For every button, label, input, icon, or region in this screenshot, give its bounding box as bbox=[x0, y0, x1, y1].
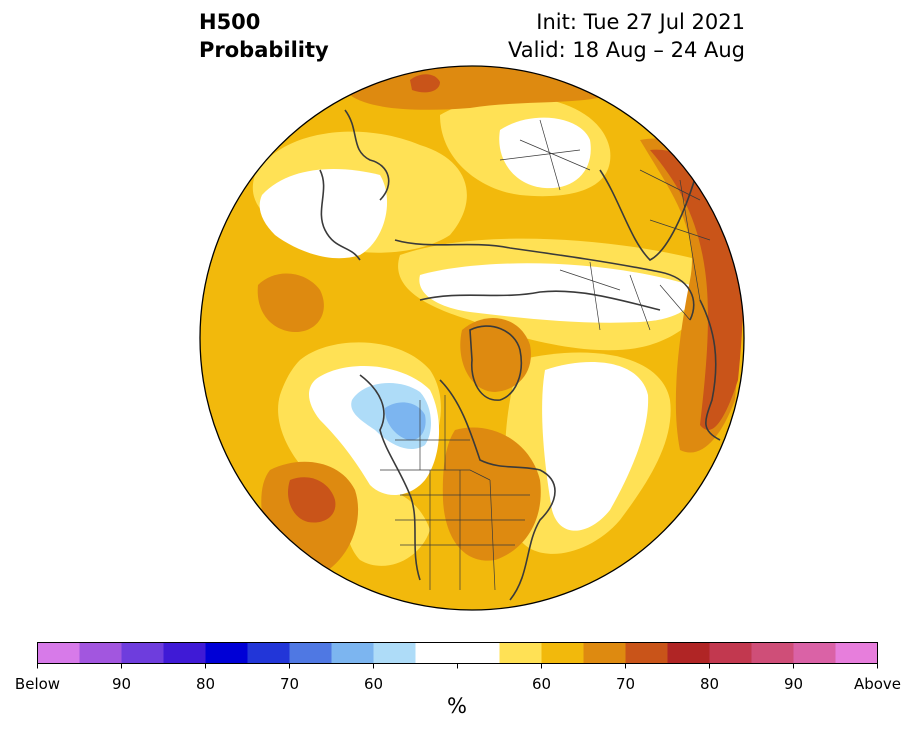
white-region-bering bbox=[259, 169, 388, 259]
colorbar-cell bbox=[457, 642, 500, 664]
border-asia bbox=[499, 119, 591, 191]
coastline-africa-north bbox=[699, 299, 721, 441]
probability-field bbox=[200, 66, 744, 610]
colorbar bbox=[37, 642, 878, 669]
colorbar-cell bbox=[37, 642, 80, 664]
coastline-europe bbox=[599, 159, 701, 261]
colorbar-cell bbox=[499, 642, 542, 664]
coastline-kamchatka bbox=[319, 169, 361, 261]
political-borders bbox=[380, 119, 711, 591]
colorbar-cell bbox=[331, 642, 374, 664]
colorbar-cell bbox=[415, 642, 458, 664]
colorbar-cell bbox=[373, 642, 416, 664]
dark-orange-region-pacific bbox=[288, 477, 336, 523]
colorbar-tick-label: 90 bbox=[783, 675, 804, 693]
valid-range: Valid: 18 Aug – 24 Aug bbox=[507, 38, 745, 62]
colorbar-cell bbox=[793, 642, 836, 664]
colorbar-cell bbox=[79, 642, 122, 664]
colorbar-tick-label: 90 bbox=[111, 675, 132, 693]
colorbar-tick-label: Below bbox=[14, 675, 61, 693]
init-date: Init: Tue 27 Jul 2021 bbox=[536, 10, 745, 34]
colorbar-cell bbox=[247, 642, 290, 664]
colorbar-cell bbox=[835, 642, 878, 664]
colorbar-cell bbox=[583, 642, 626, 664]
colorbar-cell bbox=[667, 642, 710, 664]
border-canada-provinces bbox=[395, 395, 470, 470]
coastline-arctic-islands bbox=[419, 290, 661, 311]
colorbar-cell bbox=[289, 642, 332, 664]
coastline-east-asia bbox=[344, 109, 390, 201]
colorbar-cell bbox=[163, 642, 206, 664]
colorbar-cell bbox=[541, 642, 584, 664]
orange-region-eastern-us bbox=[442, 427, 541, 561]
title-right: Init: Tue 27 Jul 2021 Valid: 18 Aug – 24… bbox=[508, 8, 745, 64]
coastline-siberia bbox=[394, 239, 695, 321]
orange-region-west bbox=[257, 273, 324, 333]
polar-map bbox=[199, 65, 745, 611]
dark-orange-region-top bbox=[410, 74, 440, 93]
coastline-hudson-east bbox=[439, 379, 556, 601]
title-variable: H500 bbox=[199, 10, 261, 34]
colorbar-cells bbox=[37, 642, 878, 664]
colorbar-tick-label: Above bbox=[853, 675, 902, 693]
blue-region-mid bbox=[384, 402, 426, 441]
colorbar-tick-label: 60 bbox=[363, 675, 384, 693]
white-region-arctic bbox=[499, 117, 591, 189]
coastline-alaska-westcoast bbox=[359, 374, 421, 581]
coastline-greenland bbox=[469, 325, 522, 401]
colorbar-unit: % bbox=[447, 694, 467, 718]
colorbar-cell bbox=[751, 642, 794, 664]
yellow-region-west-us bbox=[344, 487, 430, 566]
colorbar-tick-label: 70 bbox=[279, 675, 300, 693]
border-siberia-europe bbox=[559, 261, 691, 331]
white-region-atlantic bbox=[542, 362, 649, 531]
coastlines bbox=[319, 109, 721, 601]
colorbar-ticks bbox=[37, 663, 878, 669]
colorbar-cell bbox=[121, 642, 164, 664]
colorbar-tick-label: 60 bbox=[531, 675, 552, 693]
border-europe bbox=[639, 169, 711, 301]
white-region-siberia bbox=[419, 263, 693, 323]
border-us-states bbox=[380, 469, 530, 591]
colorbar-cell bbox=[709, 642, 752, 664]
colorbar-tick-label: 80 bbox=[699, 675, 720, 693]
title-product: Probability bbox=[199, 38, 329, 62]
globe-outline bbox=[199, 65, 745, 611]
colorbar-tick-label: 80 bbox=[195, 675, 216, 693]
colorbar-tick-label: 70 bbox=[615, 675, 636, 693]
colorbar-cell bbox=[625, 642, 668, 664]
title-left: H500 Probability bbox=[199, 8, 329, 64]
colorbar-cell bbox=[205, 642, 248, 664]
